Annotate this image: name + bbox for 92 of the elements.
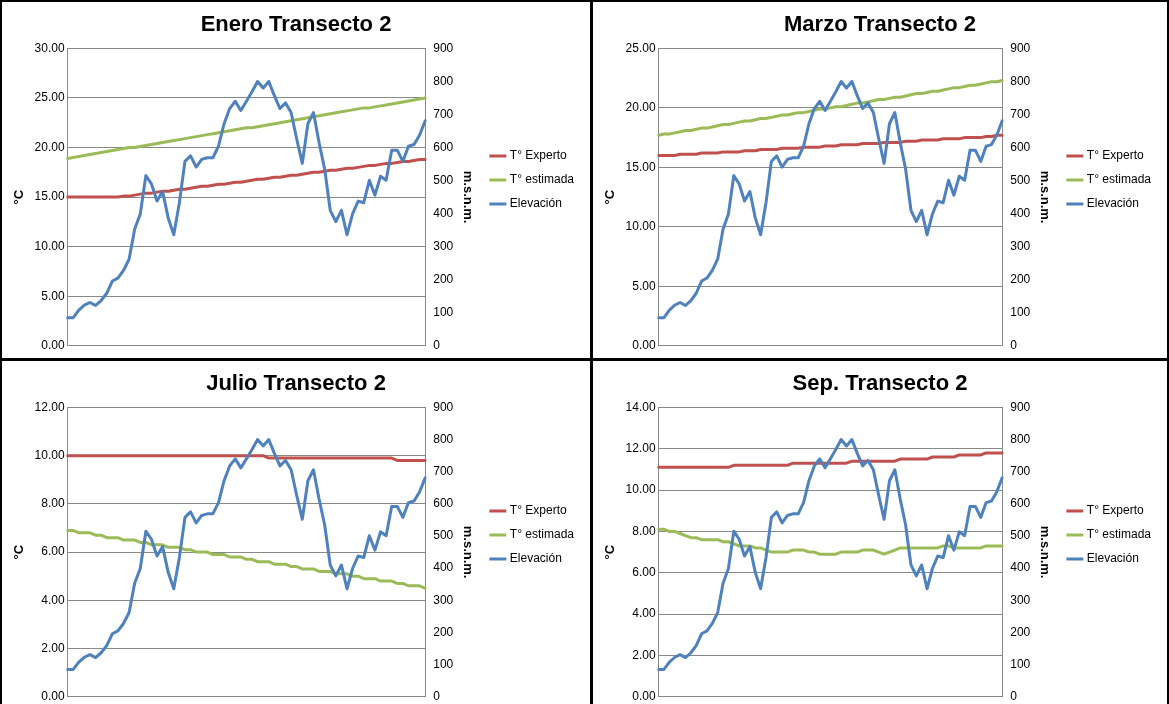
- y2-axis-title: m.s.n.m.: [461, 170, 477, 224]
- y2-tick-label: 0: [1010, 338, 1018, 353]
- y-tick-label: 0.00: [41, 338, 65, 353]
- y2-tick-label: 600: [1010, 496, 1031, 511]
- y2-tick-label: 100: [433, 305, 454, 320]
- legend-label: Elevación: [509, 551, 562, 566]
- y2-tick-label: 700: [433, 464, 454, 479]
- y-axis-title: °C: [11, 544, 27, 560]
- y2-axis-title: m.s.n.m.: [461, 525, 477, 579]
- y2-tick-label: 900: [1010, 40, 1031, 55]
- y2-tick-label: 200: [433, 272, 454, 287]
- y-axis-title: °C: [602, 189, 618, 205]
- y2-tick-label: 400: [433, 560, 454, 575]
- y-axis-title: °C: [11, 189, 27, 205]
- y2-tick-label: 200: [1010, 272, 1031, 287]
- y-tick-label: 12.00: [625, 441, 656, 456]
- y-tick-label: 10.00: [625, 482, 656, 497]
- y2-tick-label: 500: [1010, 172, 1031, 187]
- y-tick-label: 25.00: [625, 40, 656, 55]
- y2-tick-label: 500: [433, 528, 454, 543]
- y2-tick-label: 900: [1010, 399, 1031, 414]
- y2-tick-label: 600: [1010, 139, 1031, 154]
- legend-label: T° Experto: [1086, 503, 1144, 518]
- chart-title: Sep. Transecto 2: [792, 370, 968, 396]
- y2-tick-label: 300: [433, 238, 454, 253]
- y2-tick-label: 300: [1010, 592, 1031, 607]
- y-tick-label: 2.00: [632, 647, 656, 662]
- chart-title: Marzo Transecto 2: [784, 11, 976, 37]
- y-tick-label: 0.00: [632, 689, 656, 704]
- y-tick-label: 10.00: [625, 219, 656, 234]
- y-tick-label: 2.00: [41, 640, 65, 655]
- y2-tick-label: 900: [433, 399, 454, 414]
- y2-tick-label: 800: [1010, 431, 1031, 446]
- y2-tick-label: 100: [433, 656, 454, 671]
- y2-tick-label: 0: [433, 338, 441, 353]
- legend-label: T° estimada: [1086, 172, 1152, 187]
- y-tick-label: 6.00: [632, 565, 656, 580]
- y-axis-title: °C: [602, 544, 618, 560]
- y-tick-label: 15.00: [625, 159, 656, 174]
- y2-tick-label: 200: [433, 624, 454, 639]
- y2-tick-label: 700: [1010, 106, 1031, 121]
- legend-label: Elevación: [1086, 196, 1139, 211]
- y2-tick-label: 900: [433, 40, 454, 55]
- y-tick-label: 6.00: [41, 544, 65, 559]
- legend-label: T° Experto: [509, 148, 567, 163]
- y2-tick-label: 100: [1010, 305, 1031, 320]
- y2-tick-label: 400: [1010, 560, 1031, 575]
- y2-tick-label: 800: [1010, 73, 1031, 88]
- y2-tick-label: 800: [433, 73, 454, 88]
- y2-tick-label: 200: [1010, 624, 1031, 639]
- legend-label: T° Experto: [509, 503, 567, 518]
- y-tick-label: 5.00: [632, 278, 656, 293]
- y-tick-label: 20.00: [625, 100, 656, 115]
- chart-title: Enero Transecto 2: [200, 11, 392, 37]
- y2-tick-label: 300: [433, 592, 454, 607]
- legend-label: Elevación: [1086, 551, 1139, 566]
- y2-tick-label: 600: [433, 139, 454, 154]
- y-tick-label: 10.00: [34, 238, 65, 253]
- y2-axis-title: m.s.n.m.: [1038, 170, 1054, 224]
- y-tick-label: 14.00: [625, 399, 656, 414]
- y-tick-label: 5.00: [41, 288, 65, 303]
- y-tick-label: 0.00: [41, 689, 65, 704]
- y2-tick-label: 400: [1010, 205, 1031, 220]
- legend-label: T° estimada: [509, 172, 575, 187]
- y2-tick-label: 500: [1010, 528, 1031, 543]
- y2-tick-label: 0: [433, 689, 441, 704]
- y2-tick-label: 0: [1010, 689, 1018, 704]
- y2-tick-label: 100: [1010, 656, 1031, 671]
- legend-label: Elevación: [509, 196, 562, 211]
- y-tick-label: 4.00: [41, 592, 65, 607]
- y-tick-label: 30.00: [34, 40, 65, 55]
- y-tick-label: 4.00: [632, 606, 656, 621]
- y2-tick-label: 700: [433, 106, 454, 121]
- y2-tick-label: 800: [433, 431, 454, 446]
- y2-tick-label: 600: [433, 496, 454, 511]
- y-tick-label: 8.00: [41, 496, 65, 511]
- y2-tick-label: 400: [433, 205, 454, 220]
- y-tick-label: 20.00: [34, 139, 65, 154]
- y-tick-label: 12.00: [34, 399, 65, 414]
- y2-tick-label: 700: [1010, 464, 1031, 479]
- y2-axis-title: m.s.n.m.: [1038, 525, 1054, 579]
- y-tick-label: 8.00: [632, 523, 656, 538]
- legend-label: T° estimada: [509, 527, 575, 542]
- y-tick-label: 0.00: [632, 338, 656, 353]
- legend-label: T° Experto: [1086, 148, 1144, 163]
- y-tick-label: 10.00: [34, 447, 65, 462]
- y-tick-label: 15.00: [34, 189, 65, 204]
- y-tick-label: 25.00: [34, 90, 65, 105]
- y2-tick-label: 300: [1010, 238, 1031, 253]
- legend-label: T° estimada: [1086, 527, 1152, 542]
- y2-tick-label: 500: [433, 172, 454, 187]
- chart-title: Julio Transecto 2: [206, 370, 386, 396]
